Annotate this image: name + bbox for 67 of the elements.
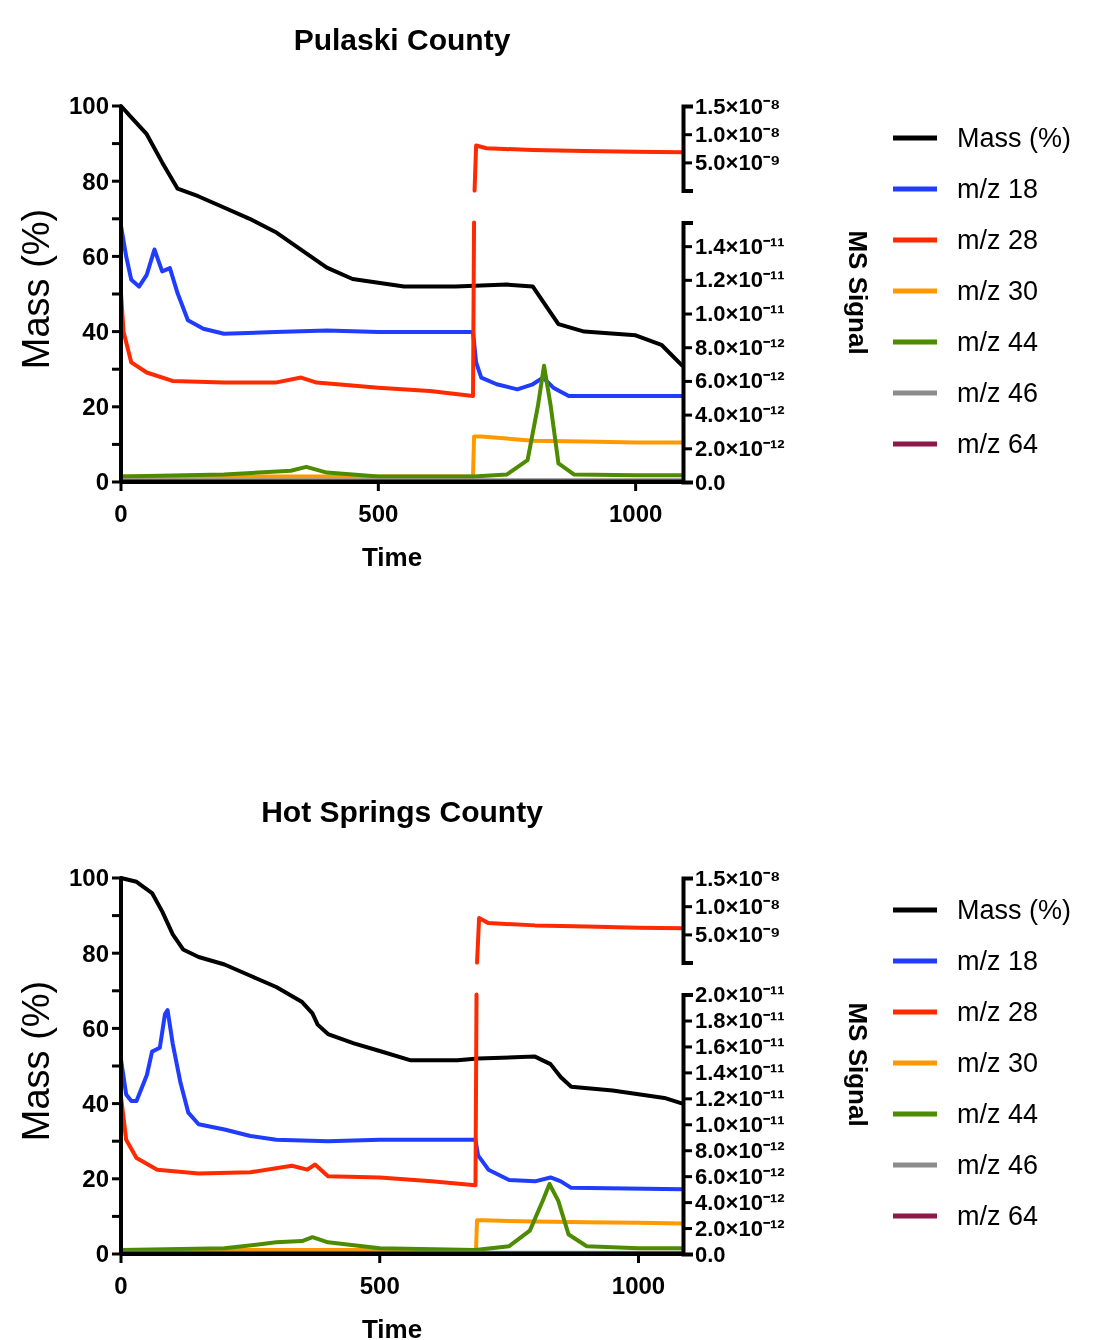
y2-tick-label: 1.4×10⁻¹¹ — [695, 1059, 785, 1085]
y-tick-label: 100 — [68, 864, 109, 892]
y2-tick-label: 2.0×10⁻¹¹ — [695, 982, 785, 1008]
legend-label: m/z 18 — [957, 174, 1039, 205]
y2-tick-label: 8.0×10⁻¹² — [695, 1137, 785, 1163]
y-tick-label: 40 — [82, 1090, 109, 1117]
legend-label: Mass (%) — [957, 895, 1071, 926]
legend-label: m/z 64 — [957, 429, 1039, 460]
y-tick-label: 0 — [95, 1240, 109, 1268]
legend-label: m/z 64 — [957, 1201, 1039, 1232]
y2-tick-label: 2.0×10⁻¹² — [695, 435, 785, 461]
y-axis-title: Mass (%) — [15, 208, 57, 370]
y2-tick-label: 2.0×10⁻¹² — [695, 1215, 785, 1241]
y2-tick-label: 1.2×10⁻¹¹ — [695, 267, 785, 293]
legend-label: m/z 28 — [957, 225, 1039, 256]
y3-tick-label: 1.5×10⁻⁸ — [695, 93, 781, 119]
y2-tick-label: 1.2×10⁻¹¹ — [695, 1085, 785, 1111]
y2-tick-label: 4.0×10⁻¹² — [695, 402, 785, 428]
y3-tick-label: 1.5×10⁻⁸ — [695, 865, 781, 891]
line-series — [475, 916, 685, 965]
y3-tick-label: 1.0×10⁻⁸ — [695, 893, 781, 919]
y3-tick-label: 5.0×10⁻⁹ — [695, 149, 781, 175]
legend-label: m/z 18 — [957, 946, 1039, 977]
y-tick-label: 60 — [82, 242, 109, 270]
x-tick-label: 500 — [358, 500, 399, 527]
x-tick-label: 1000 — [608, 500, 663, 527]
y-tick-label: 20 — [82, 393, 109, 421]
legend-label: m/z 44 — [957, 327, 1039, 358]
x-tick-label: 500 — [359, 1272, 400, 1299]
y3-tick-label: 1.0×10⁻⁸ — [695, 121, 781, 147]
y-tick-label: 40 — [82, 318, 109, 345]
legend-label: Mass (%) — [957, 123, 1071, 154]
legend-label: m/z 30 — [957, 276, 1039, 307]
y2-tick-label: 8.0×10⁻¹² — [695, 334, 785, 360]
y2-tick-label: 0.0 — [695, 469, 726, 495]
y2-tick-label: 1.0×10⁻¹¹ — [695, 301, 785, 327]
x-axis-title: Time — [361, 1314, 423, 1340]
y-tick-label: 80 — [82, 167, 109, 195]
y2-axis-title: MS Signal — [843, 1002, 873, 1127]
x-tick-label: 0 — [114, 1272, 128, 1299]
y-tick-label: 100 — [68, 92, 109, 120]
x-tick-label: 0 — [114, 500, 128, 527]
y-tick-label: 60 — [82, 1014, 109, 1042]
y-tick-label: 20 — [82, 1165, 109, 1193]
y2-tick-label: 6.0×10⁻¹² — [695, 1163, 785, 1189]
chart-title: Hot Springs County — [261, 795, 544, 828]
y2-tick-label: 0.0 — [695, 1241, 726, 1267]
y2-tick-label: 4.0×10⁻¹² — [695, 1189, 785, 1215]
x-axis-title: Time — [361, 542, 423, 572]
chart-title: Pulaski County — [293, 23, 511, 56]
y2-tick-label: 6.0×10⁻¹² — [695, 368, 785, 394]
y2-tick-label: 1.0×10⁻¹¹ — [695, 1111, 785, 1137]
y-axis-title: Mass (%) — [15, 980, 57, 1142]
y-tick-label: 80 — [82, 939, 109, 967]
y3-tick-label: 5.0×10⁻⁹ — [695, 921, 781, 947]
y2-tick-label: 1.4×10⁻¹¹ — [695, 233, 785, 259]
legend-label: m/z 28 — [957, 997, 1039, 1028]
legend-label: m/z 44 — [957, 1099, 1039, 1130]
y-tick-label: 0 — [95, 468, 109, 496]
legend-label: m/z 46 — [957, 378, 1039, 409]
legend-label: m/z 46 — [957, 1150, 1039, 1181]
y2-tick-label: 1.8×10⁻¹¹ — [695, 1008, 785, 1034]
y2-tick-label: 1.6×10⁻¹¹ — [695, 1033, 785, 1059]
line-series — [472, 143, 684, 193]
legend-label: m/z 30 — [957, 1048, 1039, 1079]
y2-axis-title: MS Signal — [843, 230, 873, 355]
x-tick-label: 1000 — [611, 1272, 666, 1299]
